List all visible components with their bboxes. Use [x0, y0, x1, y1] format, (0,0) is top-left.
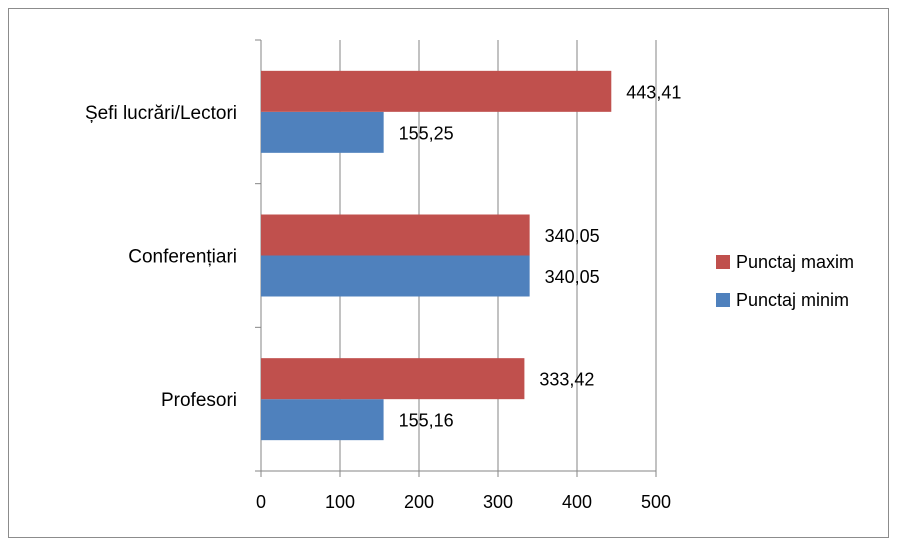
legend-swatch [716, 255, 730, 269]
bar-minim [261, 255, 530, 297]
data-label: 340,05 [545, 267, 600, 287]
bar-maxim [261, 358, 525, 400]
legend-label: Punctaj minim [736, 290, 849, 310]
bar-maxim [261, 214, 530, 256]
bar-maxim [261, 70, 612, 112]
x-tick-label-0: 0 [256, 492, 266, 512]
data-label: 155,25 [399, 123, 454, 143]
x-tick-label-400: 400 [562, 492, 592, 512]
legend-swatch [716, 293, 730, 307]
x-tick-label-500: 500 [641, 492, 671, 512]
x-tick-label-300: 300 [483, 492, 513, 512]
data-label: 333,42 [539, 370, 594, 390]
bar-minim [261, 399, 384, 441]
category-label: Profesori [161, 390, 237, 411]
data-label: 443,41 [626, 82, 681, 102]
data-label: 155,16 [399, 411, 454, 431]
category-label: Conferențiari [128, 247, 237, 268]
bar-minim [261, 111, 384, 153]
x-tick-label-100: 100 [325, 492, 355, 512]
legend-label: Punctaj maxim [736, 252, 854, 272]
x-tick-label-200: 200 [404, 492, 434, 512]
category-label: Șefi lucrări/Lectori [85, 103, 237, 124]
data-label: 340,05 [545, 226, 600, 246]
